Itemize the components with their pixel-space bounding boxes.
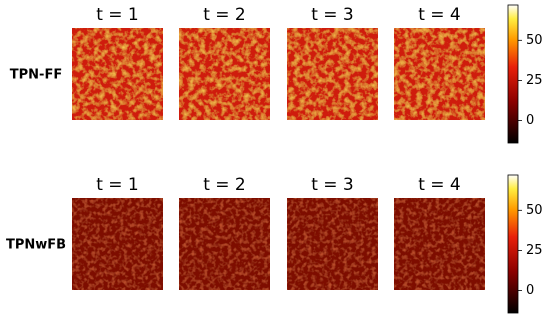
- panel-title: t = 3: [311, 175, 354, 195]
- colorbar: [507, 4, 519, 144]
- heatmap-image: [287, 198, 378, 290]
- colorbar-tick-label: 0: [526, 283, 534, 298]
- heatmap-image: [394, 198, 485, 290]
- panel-title: t = 4: [418, 175, 461, 195]
- heatmap-image: [394, 28, 485, 120]
- colorbar: [507, 174, 519, 314]
- heatmap-image: [179, 28, 270, 120]
- panel-title: t = 4: [418, 5, 461, 25]
- colorbar-tick-label: 50: [526, 203, 543, 218]
- colorbar-tick-label: 25: [526, 243, 543, 258]
- colorbar-tick-label: 25: [526, 73, 543, 88]
- panel-title: t = 2: [203, 5, 246, 25]
- heatmap-image: [287, 28, 378, 120]
- heatmap-image: [72, 198, 163, 290]
- panel-title: t = 1: [96, 175, 139, 195]
- panel-title: t = 3: [311, 5, 354, 25]
- heatmap-image: [179, 198, 270, 290]
- colorbar-tick-label: 0: [526, 113, 534, 128]
- row-label: TPNwFB: [6, 238, 66, 253]
- panel-title: t = 2: [203, 175, 246, 195]
- heatmap-image: [72, 28, 163, 120]
- panel-title: t = 1: [96, 5, 139, 25]
- row-label: TPN-FF: [10, 68, 62, 83]
- colorbar-tick-label: 50: [526, 33, 543, 48]
